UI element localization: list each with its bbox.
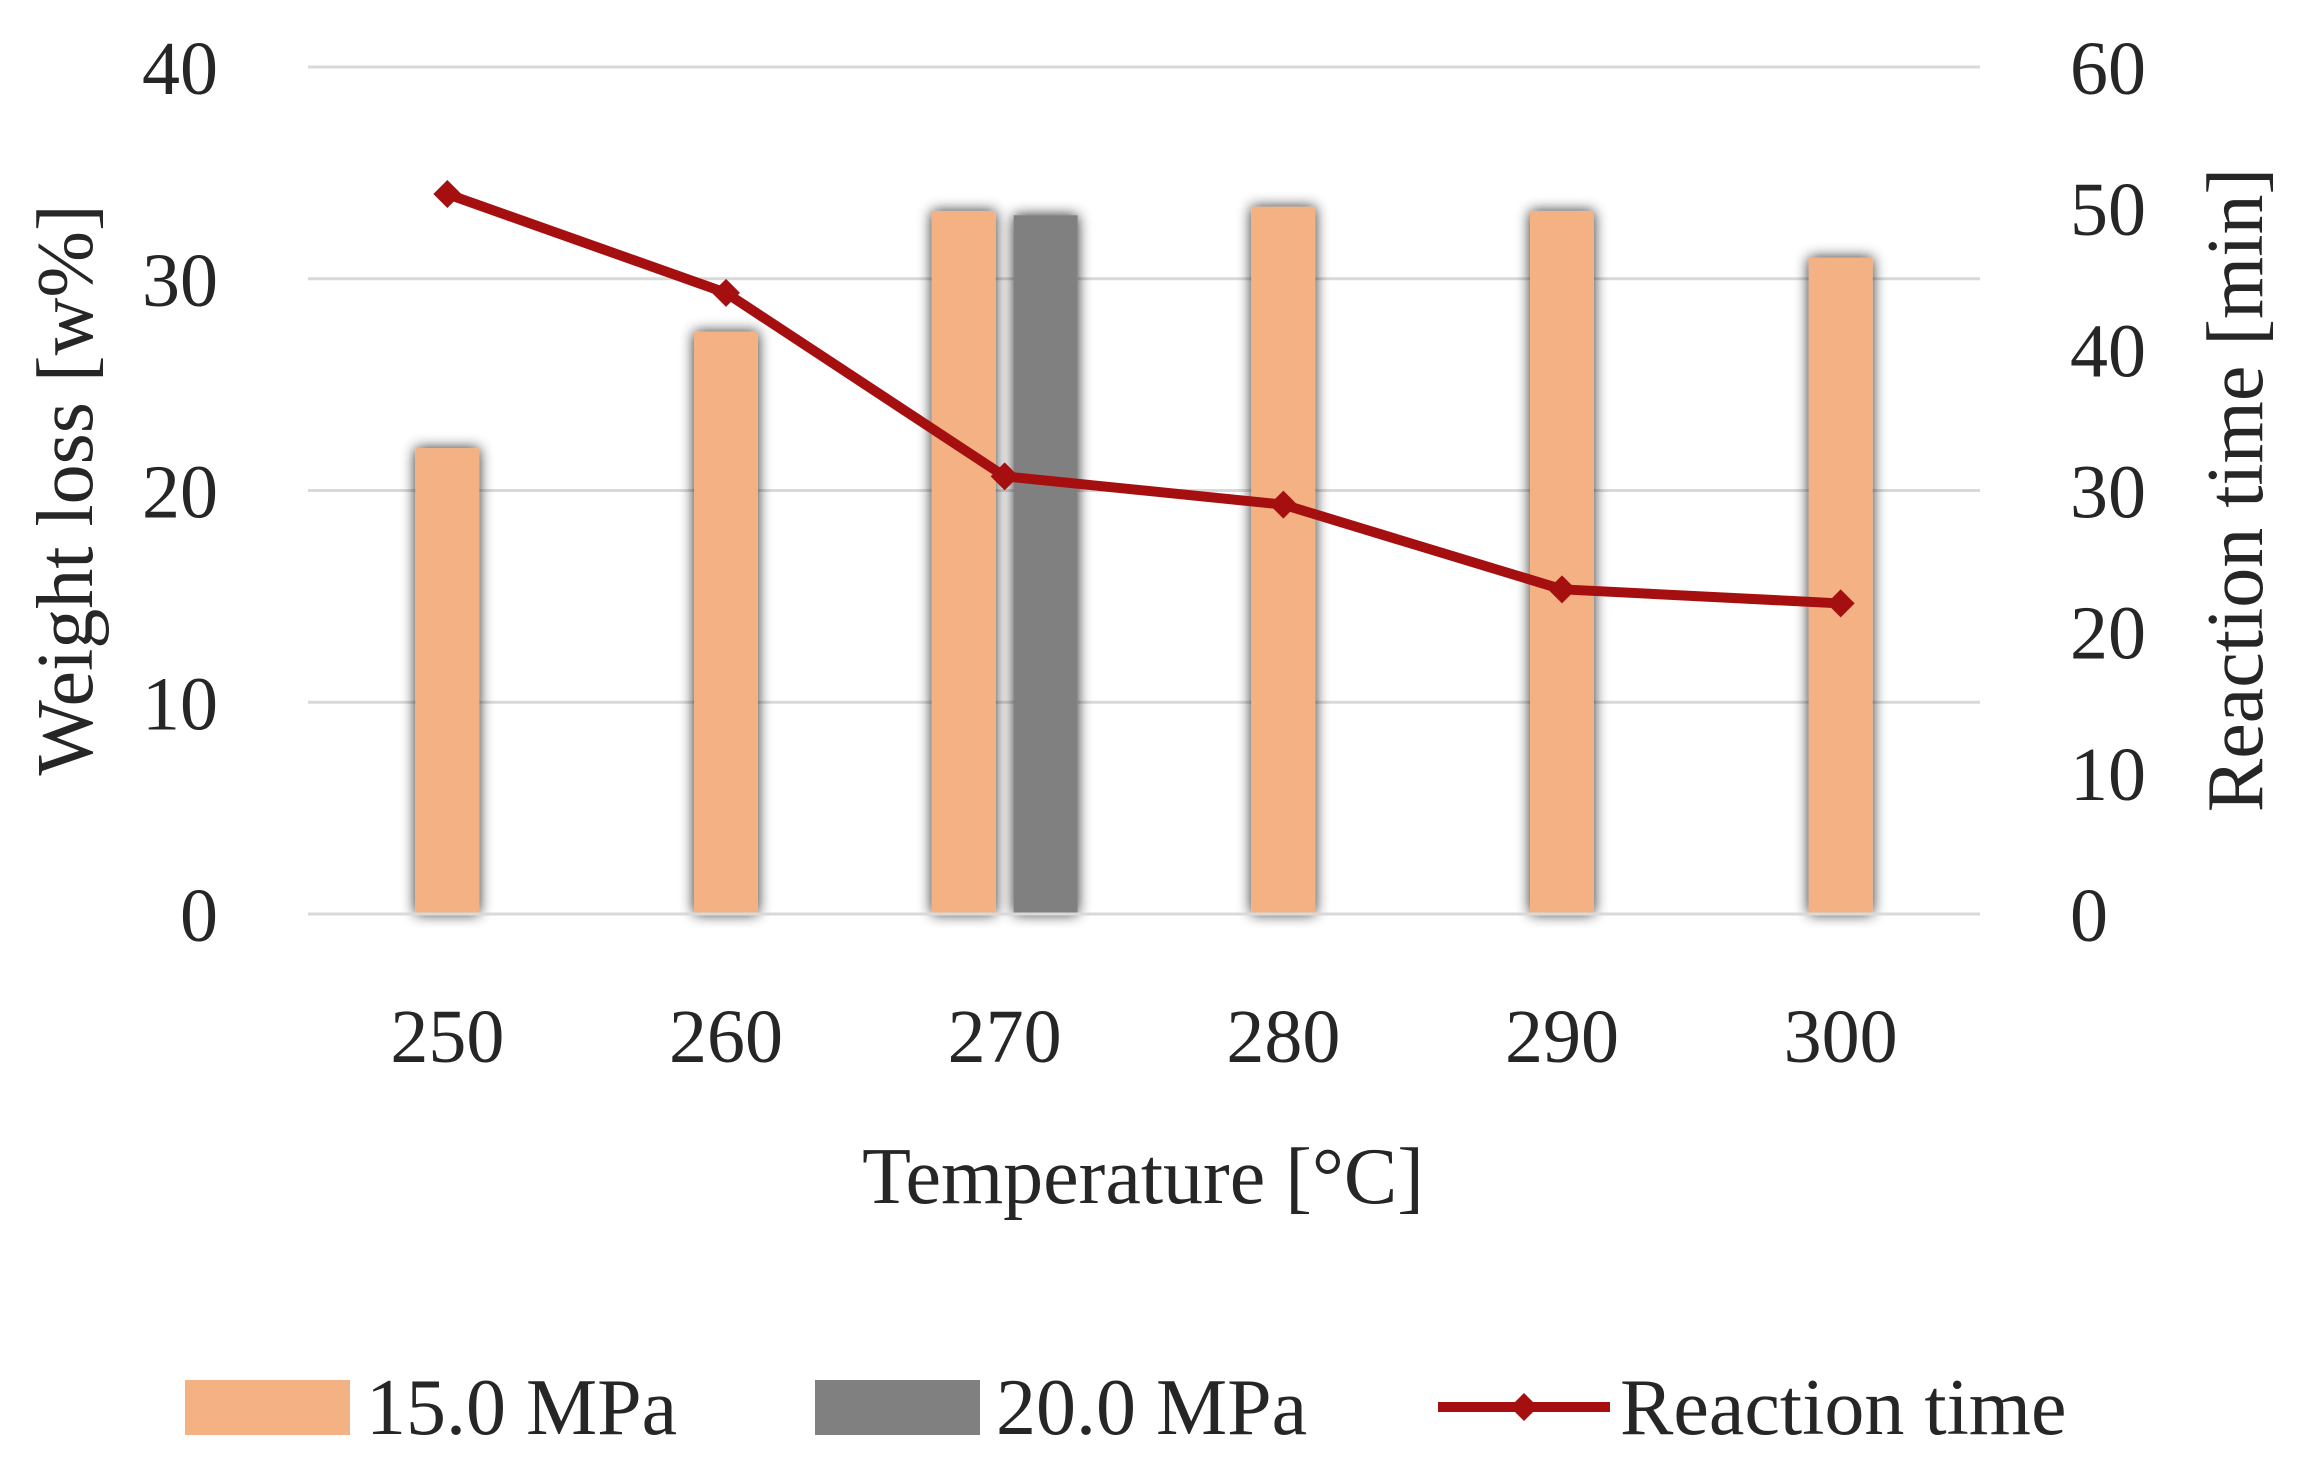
legend: 15.0 MPa 20.0 MPa Reaction time	[185, 1364, 2067, 1452]
reaction-time-series-line	[445, 189, 1841, 609]
legend-marker-reaction-time	[1510, 1393, 1538, 1421]
right-axis-ticks: 0 10 20 30 40 50 60	[2070, 27, 2146, 958]
reaction-time-line	[433, 180, 1855, 618]
legend-label-20mpa: 20.0 MPa	[996, 1364, 1307, 1452]
x-axis-ticks: 250 260 270 280 290 300	[390, 995, 1897, 1079]
y-tick-label-40: 40	[142, 27, 218, 111]
y2-tick-label-10: 10	[2070, 733, 2146, 817]
x-tick-label-280: 280	[1226, 995, 1340, 1079]
y2-tick-label-20: 20	[2070, 592, 2146, 676]
bar-20mpa-270	[1013, 215, 1078, 915]
y2-tick-label-30: 30	[2070, 451, 2146, 535]
legend-swatch-20mpa	[815, 1380, 980, 1435]
x-tick-label-270: 270	[948, 995, 1062, 1079]
bar-15mpa-250	[415, 448, 480, 914]
x-tick-label-250: 250	[390, 995, 504, 1079]
y2-tick-label-60: 60	[2070, 27, 2146, 111]
y-tick-label-30: 30	[142, 239, 218, 323]
bar-15mpa-270	[931, 210, 996, 915]
bar-15mpa-300	[1808, 257, 1873, 914]
reaction-time-point-250	[433, 180, 462, 209]
reaction-time-point-270	[990, 462, 1019, 491]
y2-axis-title: Reaction time [min]	[2192, 168, 2280, 812]
bars	[308, 206, 1980, 916]
legend-label-15mpa: 15.0 MPa	[366, 1364, 677, 1452]
x-tick-label-290: 290	[1505, 995, 1619, 1079]
reaction-time-point-280	[1269, 490, 1298, 519]
x-tick-label-260: 260	[669, 995, 783, 1079]
y2-tick-label-40: 40	[2070, 309, 2146, 393]
y2-tick-label-50: 50	[2070, 168, 2146, 252]
y2-tick-label-0: 0	[2070, 874, 2108, 958]
reaction-time-point-290	[1548, 575, 1576, 604]
reaction-time-point-300	[1826, 589, 1855, 618]
x-tick-label-300: 300	[1784, 995, 1898, 1079]
y-tick-label-20: 20	[142, 451, 218, 535]
x-axis-title: Temperature [°C]	[862, 1133, 1424, 1221]
bar-15mpa-280	[1251, 206, 1316, 914]
y-tick-label-0: 0	[180, 874, 218, 958]
left-axis-ticks: 0 10 20 30 40	[142, 27, 218, 958]
reaction-time-point-260	[712, 278, 740, 307]
legend-swatch-15mpa	[185, 1380, 350, 1435]
bar-15mpa-260	[694, 331, 758, 914]
y-axis-title: Weight loss [w%]	[22, 204, 110, 775]
bar-15mpa-290	[1530, 210, 1594, 915]
y-tick-label-10: 10	[142, 662, 218, 746]
legend-label-reaction-time: Reaction time	[1620, 1364, 2067, 1452]
